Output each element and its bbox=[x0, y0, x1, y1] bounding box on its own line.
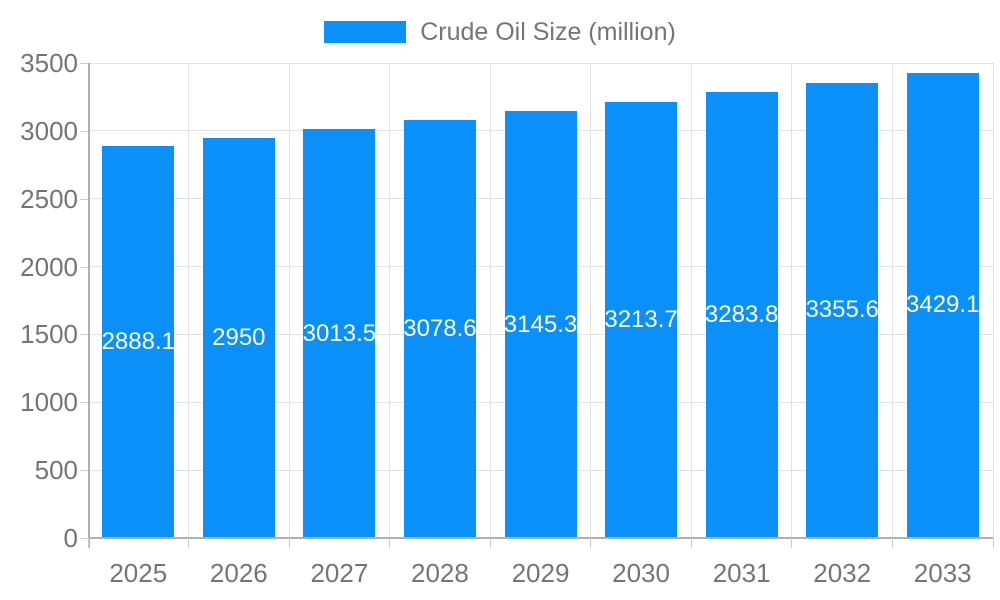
legend-swatch bbox=[324, 21, 407, 43]
x-tick-mark bbox=[690, 538, 692, 548]
x-tick-label: 2030 bbox=[612, 558, 670, 588]
v-gridline bbox=[288, 63, 290, 538]
bar-2026: 2950 bbox=[202, 137, 275, 538]
x-tick-label: 2033 bbox=[913, 558, 972, 588]
v-gridline bbox=[992, 63, 994, 538]
x-tick-mark bbox=[489, 538, 491, 548]
x-tick-mark bbox=[389, 538, 391, 548]
x-tick-mark bbox=[590, 538, 592, 548]
y-tick-mark bbox=[80, 402, 88, 404]
x-tick-mark bbox=[891, 538, 893, 548]
y-tick-mark bbox=[80, 198, 88, 200]
bar-value-label: 3078.6 bbox=[403, 315, 477, 343]
bar-value-label: 2950 bbox=[212, 323, 266, 351]
x-tick-mark bbox=[288, 538, 290, 548]
v-gridline bbox=[690, 63, 692, 538]
x-axis-line bbox=[88, 537, 993, 539]
x-tick-label: 2029 bbox=[511, 558, 570, 588]
x-tick-label: 2027 bbox=[310, 558, 369, 588]
x-tick-mark bbox=[992, 538, 994, 548]
bar-value-label: 3145.3 bbox=[503, 310, 578, 338]
x-tick-label: 2028 bbox=[411, 558, 469, 588]
h-gridline bbox=[88, 62, 993, 64]
y-tick-mark bbox=[80, 470, 88, 472]
legend: Crude Oil Size (million) bbox=[0, 14, 1000, 50]
x-tick-label: 2031 bbox=[712, 558, 771, 588]
x-tick-mark bbox=[188, 538, 190, 548]
y-tick-mark bbox=[80, 63, 88, 64]
bar-value-label: 3013.5 bbox=[302, 319, 377, 347]
y-tick-label: 2000 bbox=[20, 251, 78, 282]
v-gridline bbox=[590, 63, 592, 538]
v-gridline bbox=[188, 63, 190, 538]
bar-2027: 3013.5 bbox=[302, 129, 377, 538]
x-tick-label: 2032 bbox=[813, 558, 872, 588]
y-tick-mark bbox=[80, 266, 88, 268]
y-tick-mark bbox=[80, 334, 88, 336]
bar-value-label: 3283.8 bbox=[704, 301, 779, 329]
y-tick-mark bbox=[80, 538, 88, 539]
x-tick-mark bbox=[791, 538, 793, 548]
legend-label: Crude Oil Size (million) bbox=[420, 17, 676, 46]
y-tick-label: 1000 bbox=[20, 387, 78, 418]
x-tick-mark bbox=[87, 538, 89, 548]
bar-value-label: 3213.7 bbox=[604, 305, 678, 333]
bar-2028: 3078.6 bbox=[403, 120, 477, 538]
bar-value-label: 3355.6 bbox=[805, 296, 879, 324]
v-gridline bbox=[489, 63, 491, 538]
x-tick-label: 2026 bbox=[209, 558, 268, 588]
bar-2033: 3429.1 bbox=[906, 72, 980, 538]
y-tick-label: 3000 bbox=[20, 115, 78, 146]
y-tick-label: 1500 bbox=[20, 319, 78, 350]
y-tick-label: 3500 bbox=[20, 48, 78, 78]
y-tick-label: 2500 bbox=[20, 183, 78, 214]
v-gridline bbox=[791, 63, 793, 538]
x-tick-label: 2025 bbox=[109, 558, 168, 588]
bar-value-label: 3429.1 bbox=[906, 291, 980, 319]
y-tick-label: 0 bbox=[63, 523, 78, 553]
bar-2032: 3355.6 bbox=[805, 82, 879, 538]
bar-2025: 2888.1 bbox=[101, 146, 175, 538]
bar-2031: 3283.8 bbox=[704, 92, 779, 538]
plot-area: 2888.1 2950 3013.5 3078.6 3145.3 3213.7 3283.8… bbox=[87, 62, 994, 548]
y-tick-mark bbox=[80, 130, 88, 132]
bar-2030: 3213.7 bbox=[604, 101, 678, 538]
bar-2029: 3145.3 bbox=[503, 111, 578, 538]
bar-value-label: 2888.1 bbox=[101, 328, 175, 356]
v-gridline bbox=[389, 63, 391, 538]
v-gridline bbox=[891, 63, 893, 538]
y-tick-label: 500 bbox=[34, 455, 78, 486]
y-axis-line bbox=[88, 63, 90, 548]
